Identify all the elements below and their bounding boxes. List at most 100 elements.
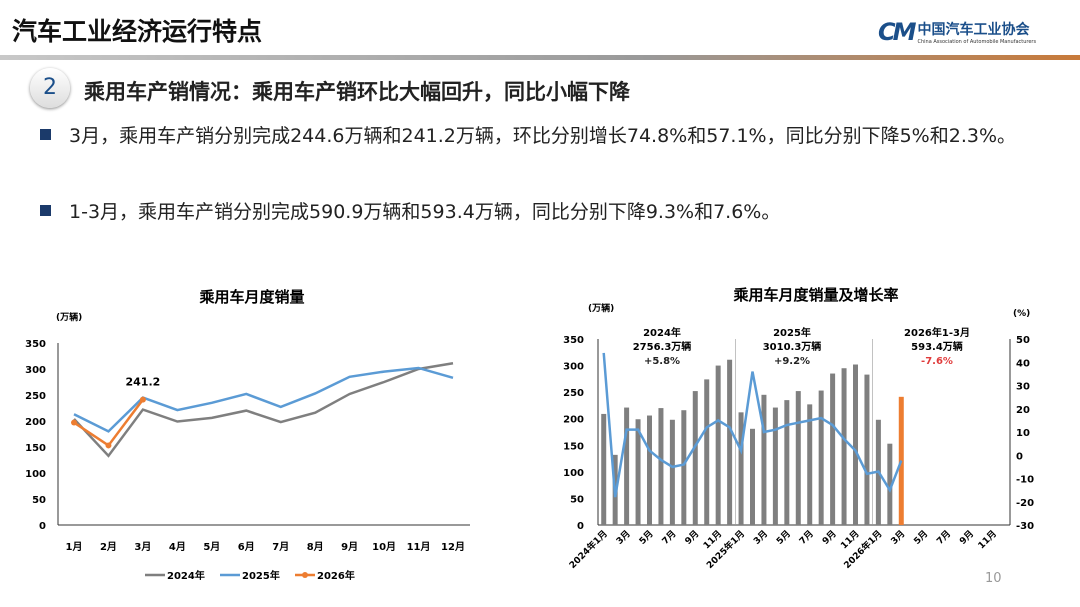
y-tick-label: 350: [25, 339, 46, 350]
x-tick-label: 8月: [307, 541, 324, 553]
monthly-sales-chart: 乘用车月度销量 (万辆) 0 50 100 150 200 250 300 350 1月 2月 3月 4月…: [25, 288, 470, 582]
bar: [853, 364, 858, 525]
y-tick-label: 50: [570, 494, 584, 505]
y-tick-label: 150: [25, 443, 46, 454]
bar: [772, 407, 778, 525]
x-tick-label: 5月: [203, 541, 220, 553]
bar: [784, 400, 790, 525]
y-tick-label: 200: [25, 417, 46, 428]
x-tick-label: 12月: [441, 541, 465, 553]
group-total: 593.4万辆: [911, 340, 963, 353]
bar: [715, 365, 721, 525]
y-tick-label: 250: [25, 391, 46, 402]
x-tick-label: 5月: [774, 528, 793, 547]
y-tick-label: 100: [25, 469, 46, 480]
bullet-2: 1-3月，乘用车产销分别完成590.9万辆和593.4万辆，同比分别下降9.3%…: [40, 196, 1050, 228]
bar: [601, 413, 607, 525]
y2-tick-label: 30: [1016, 382, 1030, 393]
y-tick-label: 0: [577, 521, 584, 532]
bar: [807, 404, 813, 525]
bar: [727, 359, 733, 525]
group-growth: -7.6%: [921, 356, 953, 367]
bar: [669, 419, 675, 525]
y-tick-label: 0: [39, 521, 46, 532]
x-tick-label: 2024年1月: [566, 528, 609, 571]
bar: [635, 419, 641, 525]
bullet-square-icon: [40, 205, 51, 216]
x-tick-label: 7月: [935, 528, 954, 547]
y-tick-label: 300: [563, 362, 584, 373]
x-tick-label: 3月: [889, 528, 908, 547]
bar: [692, 391, 698, 525]
group-total: 3010.3万辆: [763, 340, 822, 353]
x-tick-label: 9月: [957, 528, 976, 547]
x-tick-label: 3月: [751, 528, 770, 547]
x-tick-label: 1月: [66, 541, 83, 553]
legend-label: 2024年: [167, 569, 205, 582]
x-tick-label: 3月: [134, 541, 151, 553]
y2-tick-label: 10: [1016, 428, 1030, 439]
page-number: 10: [985, 571, 1002, 586]
bar: [841, 368, 847, 525]
sales-growth-chart: 乘用车月度销量及增长率(万辆) (%)050100150200250300350-…: [563, 286, 1034, 571]
bar: [864, 374, 870, 525]
data-point: [71, 419, 77, 426]
x-tick-label: 10月: [372, 541, 396, 553]
x-tick-label: 9月: [683, 528, 702, 547]
x-tick-label: 5月: [912, 528, 931, 547]
bar: [658, 408, 664, 525]
x-tick-label: 5月: [637, 528, 656, 547]
y-tick-label: 250: [563, 388, 584, 399]
logo-cn: 中国汽车工业协会: [917, 22, 1030, 38]
bullet-1: 3月，乘用车产销分别完成244.6万辆和241.2万辆，环比分别增长74.8%和…: [40, 120, 1050, 152]
y2-tick-label: 50: [1016, 335, 1030, 346]
section-number: 2: [30, 68, 70, 108]
bar: [738, 412, 744, 525]
x-tick-label: 7月: [272, 541, 289, 553]
logo-en: China Association of Automobile Manufact…: [917, 39, 1037, 45]
y-axis-unit: (万辆): [56, 311, 82, 323]
cam-logo-icon: CM: [878, 18, 916, 46]
group-year: 2025年: [773, 326, 811, 339]
data-point: [105, 442, 112, 449]
group-growth: +9.2%: [774, 356, 810, 367]
chart-title: 乘用车月度销量: [198, 288, 304, 306]
bar: [681, 410, 687, 525]
x-tick-label: 11月: [976, 528, 999, 551]
section-title: 乘用车产销情况：乘用车产销环比大幅回升，同比小幅下降: [84, 80, 630, 104]
y2-tick-label: 40: [1016, 358, 1030, 369]
y2-tick-label: 0: [1016, 451, 1023, 462]
x-tick-label: 3月: [614, 528, 633, 547]
y-tick-label: 300: [25, 365, 46, 376]
growth-rate-line: [602, 352, 903, 498]
chart-title: 乘用车月度销量及增长率: [732, 286, 898, 304]
group-growth: +5.8%: [644, 356, 680, 367]
x-tick-label: 11月: [407, 541, 431, 553]
page-title: 汽车工业经济运行特点: [12, 17, 263, 46]
legend-label: 2026年: [317, 569, 355, 582]
series-line-2024年: [73, 362, 454, 458]
x-tick-label: 9月: [820, 528, 839, 547]
x-tick-label: 4月: [169, 541, 186, 553]
bar: [750, 428, 755, 525]
logo: CM 中国汽车工业协会 China Association of Automob…: [878, 18, 1036, 46]
group-year: 2024年: [643, 326, 681, 339]
bullet-square-icon: [40, 129, 51, 140]
y-tick-label: 150: [563, 441, 584, 452]
series-line-2025年: [73, 366, 454, 433]
bar: [761, 394, 767, 525]
x-tick-label: 7月: [797, 528, 816, 547]
group-total: 2756.3万辆: [633, 340, 692, 353]
bar: [818, 390, 824, 525]
y-tick-label: 350: [563, 335, 584, 346]
header-divider: [0, 55, 1080, 60]
bar: [795, 391, 801, 525]
y2-tick-label: -20: [1016, 498, 1034, 509]
x-tick-label: 7月: [660, 528, 679, 547]
y-axis-unit: (万辆): [588, 302, 614, 314]
bar: [887, 443, 893, 525]
y-tick-label: 50: [32, 495, 46, 506]
y-tick-label: 100: [563, 468, 584, 479]
x-tick-label: 9月: [341, 541, 358, 553]
y2-tick-label: -30: [1016, 521, 1034, 532]
